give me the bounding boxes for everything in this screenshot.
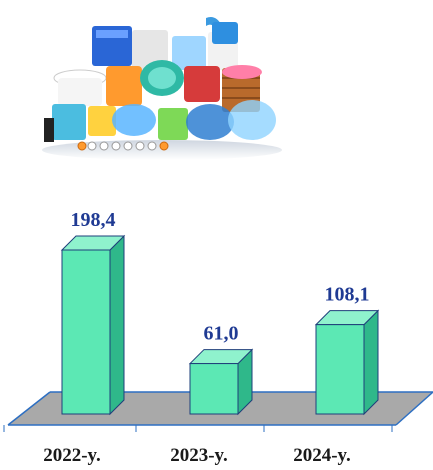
bar-front-face <box>61 249 111 415</box>
bar <box>314 309 380 416</box>
bar-front-face <box>189 363 239 415</box>
value-labels-group: 198,4 61,0 108,1 <box>71 209 370 345</box>
x-axis-ticks <box>3 425 393 432</box>
category-label: 2023-y. <box>170 445 228 466</box>
plastic-goods-photo <box>22 8 290 163</box>
bars-group <box>60 234 380 416</box>
category-labels-group: 2022-y. 2023-y. 2024-y. <box>43 445 351 466</box>
bar-side-face <box>363 309 379 416</box>
bar-side-face <box>109 234 125 416</box>
bar-value-label: 198,4 <box>71 209 116 231</box>
bar-value-label: 61,0 <box>204 323 239 345</box>
bar-front-face <box>315 324 365 415</box>
category-label: 2024-y. <box>293 445 351 466</box>
bar <box>188 348 254 416</box>
chart-floor-left-edge <box>7 391 51 426</box>
bar-value-label: 108,1 <box>325 284 370 306</box>
bar <box>60 234 126 416</box>
category-label: 2022-y. <box>43 445 101 466</box>
chart-floor-right-edge <box>395 391 433 426</box>
